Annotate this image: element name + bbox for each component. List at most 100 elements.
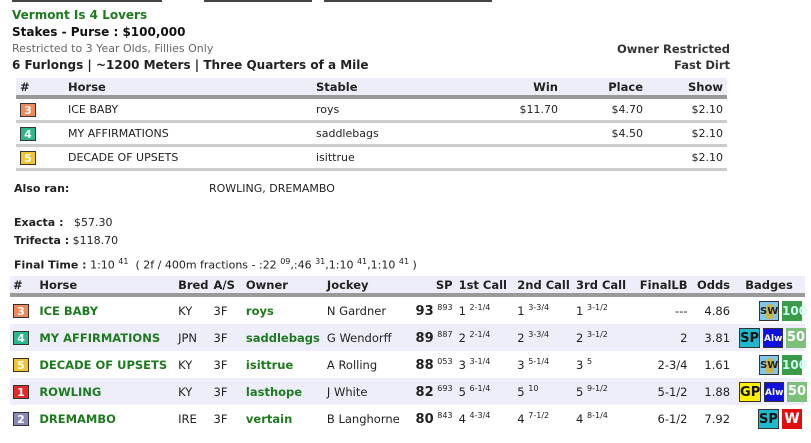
col-place: Place: [562, 78, 647, 99]
col-sp: SP: [406, 276, 456, 297]
post-number-badge: 5: [13, 357, 29, 372]
sp-icon: SP: [758, 408, 779, 429]
call-c1: 2 2-1/4: [455, 324, 515, 351]
call-c3: 2 3-1/2: [573, 324, 632, 351]
badges: SP W: [733, 405, 805, 432]
fraction-sup: 09: [280, 257, 291, 266]
100-icon: 100: [782, 300, 807, 321]
call-c2: 2 3-3/4: [514, 324, 574, 351]
call-c2: 5 10: [514, 378, 574, 405]
age-sex: 3F: [213, 357, 228, 372]
fraction: ,1:10: [367, 258, 396, 272]
race-restriction: Restricted to 3 Year Olds, Fillies Only: [12, 42, 214, 55]
50-icon: 50: [787, 381, 808, 402]
post-number-badge: 1: [13, 384, 29, 399]
sw-icon: SW: [759, 300, 779, 321]
owner-link[interactable]: saddlebags: [242, 324, 324, 351]
horse-link[interactable]: ICE BABY: [39, 303, 99, 318]
horse-link[interactable]: DECADE OF UPSETS: [39, 357, 168, 372]
call-c3: 4 8-1/4: [576, 411, 608, 426]
horse-link[interactable]: MY AFFIRMATIONS: [36, 324, 176, 351]
odds: 7.92: [704, 411, 731, 426]
post-number-badge: 3: [20, 102, 36, 117]
owner-link[interactable]: vertain: [245, 411, 293, 426]
payout-row: 4 MY AFFIRMATIONS saddlebags $4.50 $2.10: [16, 121, 727, 147]
also-ran-label: Also ran:: [14, 182, 70, 195]
owner-link[interactable]: roys: [245, 303, 274, 318]
w-icon: W: [782, 408, 802, 429]
trifecta-label: Trifecta :: [14, 234, 70, 247]
track-surface: Fast Dirt: [674, 58, 730, 72]
call-c3: 3 5: [576, 357, 593, 372]
owner-link[interactable]: isittrue: [245, 357, 294, 372]
horse-link[interactable]: DREMAMBO: [39, 411, 116, 426]
fraction: ,:46: [290, 258, 312, 272]
also-ran-value: ROWLING, DREMAMBO: [209, 182, 335, 195]
show-payout: $2.10: [647, 121, 727, 147]
stable-name: isittrue: [312, 145, 482, 171]
horse-name: MY AFFIRMATIONS: [64, 121, 312, 147]
fraction: ,1:10: [325, 258, 354, 272]
stable-name: saddlebags: [312, 121, 482, 147]
alw-icon: Alw: [763, 327, 784, 348]
race-name: Vermont Is 4 Lovers: [12, 8, 148, 22]
call-c2: 3 5-1/4: [517, 357, 550, 372]
owner-restricted-label: Owner Restricted: [616, 42, 730, 56]
final-lb: 2-3/4: [657, 357, 688, 372]
show-payout: $2.10: [647, 145, 727, 171]
payout-row: 3 ICE BABY roys $11.70 $4.70 $2.10: [16, 97, 727, 123]
horse-name: DECADE OF UPSETS: [64, 145, 312, 171]
final-time-value: 1:10: [90, 258, 115, 272]
final-lb: 2: [631, 324, 691, 351]
place-payout: $4.70: [562, 97, 647, 123]
col-badges: Badges: [733, 276, 805, 297]
fraction-sup: 31: [315, 257, 326, 266]
age-sex: 3F: [210, 378, 243, 405]
exacta-label: Exacta :: [14, 216, 64, 229]
fractions-prefix: ( 2f / 400m fractions - :22: [135, 258, 277, 272]
col-age-sex: A/S: [210, 276, 243, 297]
payouts-header: # Horse Stable Win Place Show: [16, 78, 727, 99]
bred: KY: [175, 378, 211, 405]
speed-figure: 82 693: [406, 378, 456, 405]
col-stable: Stable: [312, 78, 482, 99]
trifecta: Trifecta : $118.70: [14, 234, 118, 247]
age-sex: 3F: [213, 303, 228, 318]
odds: 1.61: [704, 357, 731, 372]
alw-icon: Alw: [764, 381, 785, 402]
call-c1: 3 3-1/4: [458, 357, 491, 372]
fractions-suffix: ): [412, 258, 417, 272]
col-num: #: [10, 276, 37, 297]
show-payout: $2.10: [647, 97, 727, 123]
speed-figure: 93 893: [415, 302, 453, 319]
result-row: 4 MY AFFIRMATIONS JPN 3F saddlebags G We…: [10, 324, 807, 351]
jockey: B Langhorne: [326, 411, 400, 426]
exacta-value: $57.30: [73, 216, 113, 229]
odds: 4.86: [704, 303, 731, 318]
speed-figure: 88 053: [415, 356, 453, 373]
owner-link[interactable]: lasthope: [242, 378, 324, 405]
age-sex: 3F: [210, 324, 243, 351]
results-header: # Horse Bred A/S Owner Jockey SP 1st Call 2nd Ca…: [10, 276, 805, 297]
fraction-sup: 41: [398, 257, 410, 266]
final-time-sup: 41: [118, 257, 129, 266]
col-odds: Odds: [690, 276, 734, 297]
col-final-lb: FinalLB: [631, 276, 691, 297]
bred: JPN: [175, 324, 211, 351]
jockey: J White: [323, 378, 407, 405]
result-row: 5 DECADE OF UPSETS KY 3F isittrue A Roll…: [10, 351, 807, 378]
post-number-badge: 4: [13, 330, 29, 345]
place-payout: $4.50: [562, 121, 647, 147]
100-icon: 100: [782, 354, 807, 375]
col-win: Win: [482, 78, 562, 99]
result-row: 1 ROWLING KY 3F lasthope J White 82 693 …: [10, 378, 808, 405]
race-purse: Stakes - Purse : $100,000: [12, 25, 186, 39]
jockey: N Gardner: [326, 303, 387, 318]
col-num: #: [16, 78, 64, 99]
odds: 1.88: [690, 378, 734, 405]
win-payout: [482, 121, 562, 147]
horse-link[interactable]: ROWLING: [36, 378, 176, 405]
final-time-label: Final Time :: [14, 258, 87, 272]
call-c2: 4 7-1/2: [517, 411, 550, 426]
call-c3: 5 9-1/2: [573, 378, 632, 405]
